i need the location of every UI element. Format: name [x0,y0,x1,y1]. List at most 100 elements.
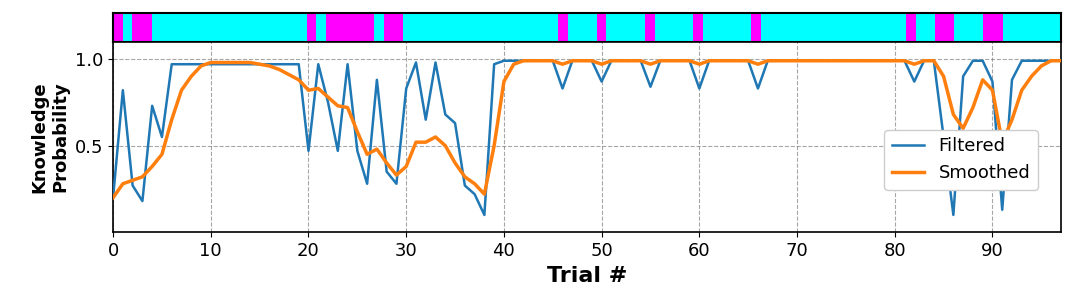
Bar [828,13,838,42]
Bar [674,13,684,42]
Bar [268,13,278,42]
Bar [867,13,877,42]
Bar [1032,13,1041,42]
Bar [742,13,752,42]
Bar [983,13,993,42]
Bar [490,13,500,42]
Bar [336,13,346,42]
Filtered [1054,59,1067,63]
Bar [838,13,848,42]
Bar [606,13,616,42]
Bar [791,13,800,42]
Bar [820,13,828,42]
Bar [925,13,935,42]
Bar [239,13,249,42]
Bar [974,13,983,42]
Bar [1012,13,1022,42]
Bar [152,13,162,42]
Bar [1051,13,1061,42]
Bar [781,13,791,42]
Bar [906,13,915,42]
Smoothed [165,118,178,121]
Bar [258,13,268,42]
Bar [162,13,171,42]
Bar [171,13,181,42]
Bar [558,13,568,42]
Smoothed [839,59,852,63]
Bar [191,13,200,42]
Bar [461,13,471,42]
Bar [732,13,742,42]
Bar [568,13,577,42]
Filtered [165,62,178,66]
Bar [694,13,703,42]
Bar [810,13,820,42]
Bar [123,13,132,42]
Smoothed [644,62,657,66]
Filtered [849,59,862,63]
Bar [374,13,383,42]
Filtered [654,59,667,63]
Bar [451,13,461,42]
Line: Filtered: Filtered [113,61,1061,215]
Bar [113,13,123,42]
Bar [181,13,191,42]
Bar [771,13,781,42]
Smoothed [712,59,725,63]
Filtered [723,59,736,63]
Bar [626,13,635,42]
Bar [519,13,529,42]
Bar [964,13,974,42]
Bar [249,13,258,42]
Bar [326,13,336,42]
Bar [886,13,896,42]
Bar [403,13,412,42]
Bar [307,13,317,42]
Bar [1041,13,1051,42]
Filtered [185,62,198,66]
Bar [393,13,403,42]
Bar [896,13,906,42]
Bar [480,13,490,42]
Bar [288,13,297,42]
Bar [800,13,810,42]
Bar [278,13,288,42]
Smoothed [565,59,578,63]
Bar [548,13,558,42]
X-axis label: Trial #: Trial # [547,265,627,285]
Bar [915,13,925,42]
Bar [684,13,694,42]
Bar [935,13,945,42]
Smoothed [107,196,120,199]
Bar [723,13,732,42]
Bar [993,13,1003,42]
Bar [229,13,239,42]
Bar [354,13,364,42]
Bar [529,13,538,42]
Bar [752,13,761,42]
Bar [1022,13,1032,42]
Bar [432,13,442,42]
Smoothed [517,59,530,63]
Bar [703,13,713,42]
Bar [635,13,645,42]
Bar [713,13,723,42]
Bar [577,13,587,42]
Filtered [498,59,510,63]
Smoothed [1054,59,1067,63]
Bar [655,13,665,42]
Bar [500,13,509,42]
Bar [364,13,374,42]
Bar [616,13,626,42]
Filtered [575,59,588,63]
Bar [509,13,519,42]
Filtered [107,196,120,199]
Bar [597,13,606,42]
Bar [645,13,655,42]
Bar [210,13,220,42]
Bar [945,13,954,42]
Bar [857,13,867,42]
Bar [538,13,548,42]
Bar [200,13,210,42]
Bar [383,13,393,42]
